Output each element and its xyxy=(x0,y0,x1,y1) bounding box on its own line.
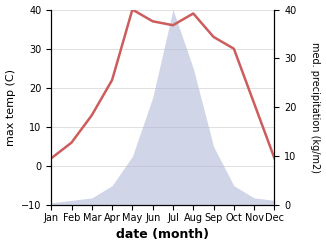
Y-axis label: max temp (C): max temp (C) xyxy=(6,69,16,146)
Y-axis label: med. precipitation (kg/m2): med. precipitation (kg/m2) xyxy=(310,42,320,173)
X-axis label: date (month): date (month) xyxy=(116,228,209,242)
